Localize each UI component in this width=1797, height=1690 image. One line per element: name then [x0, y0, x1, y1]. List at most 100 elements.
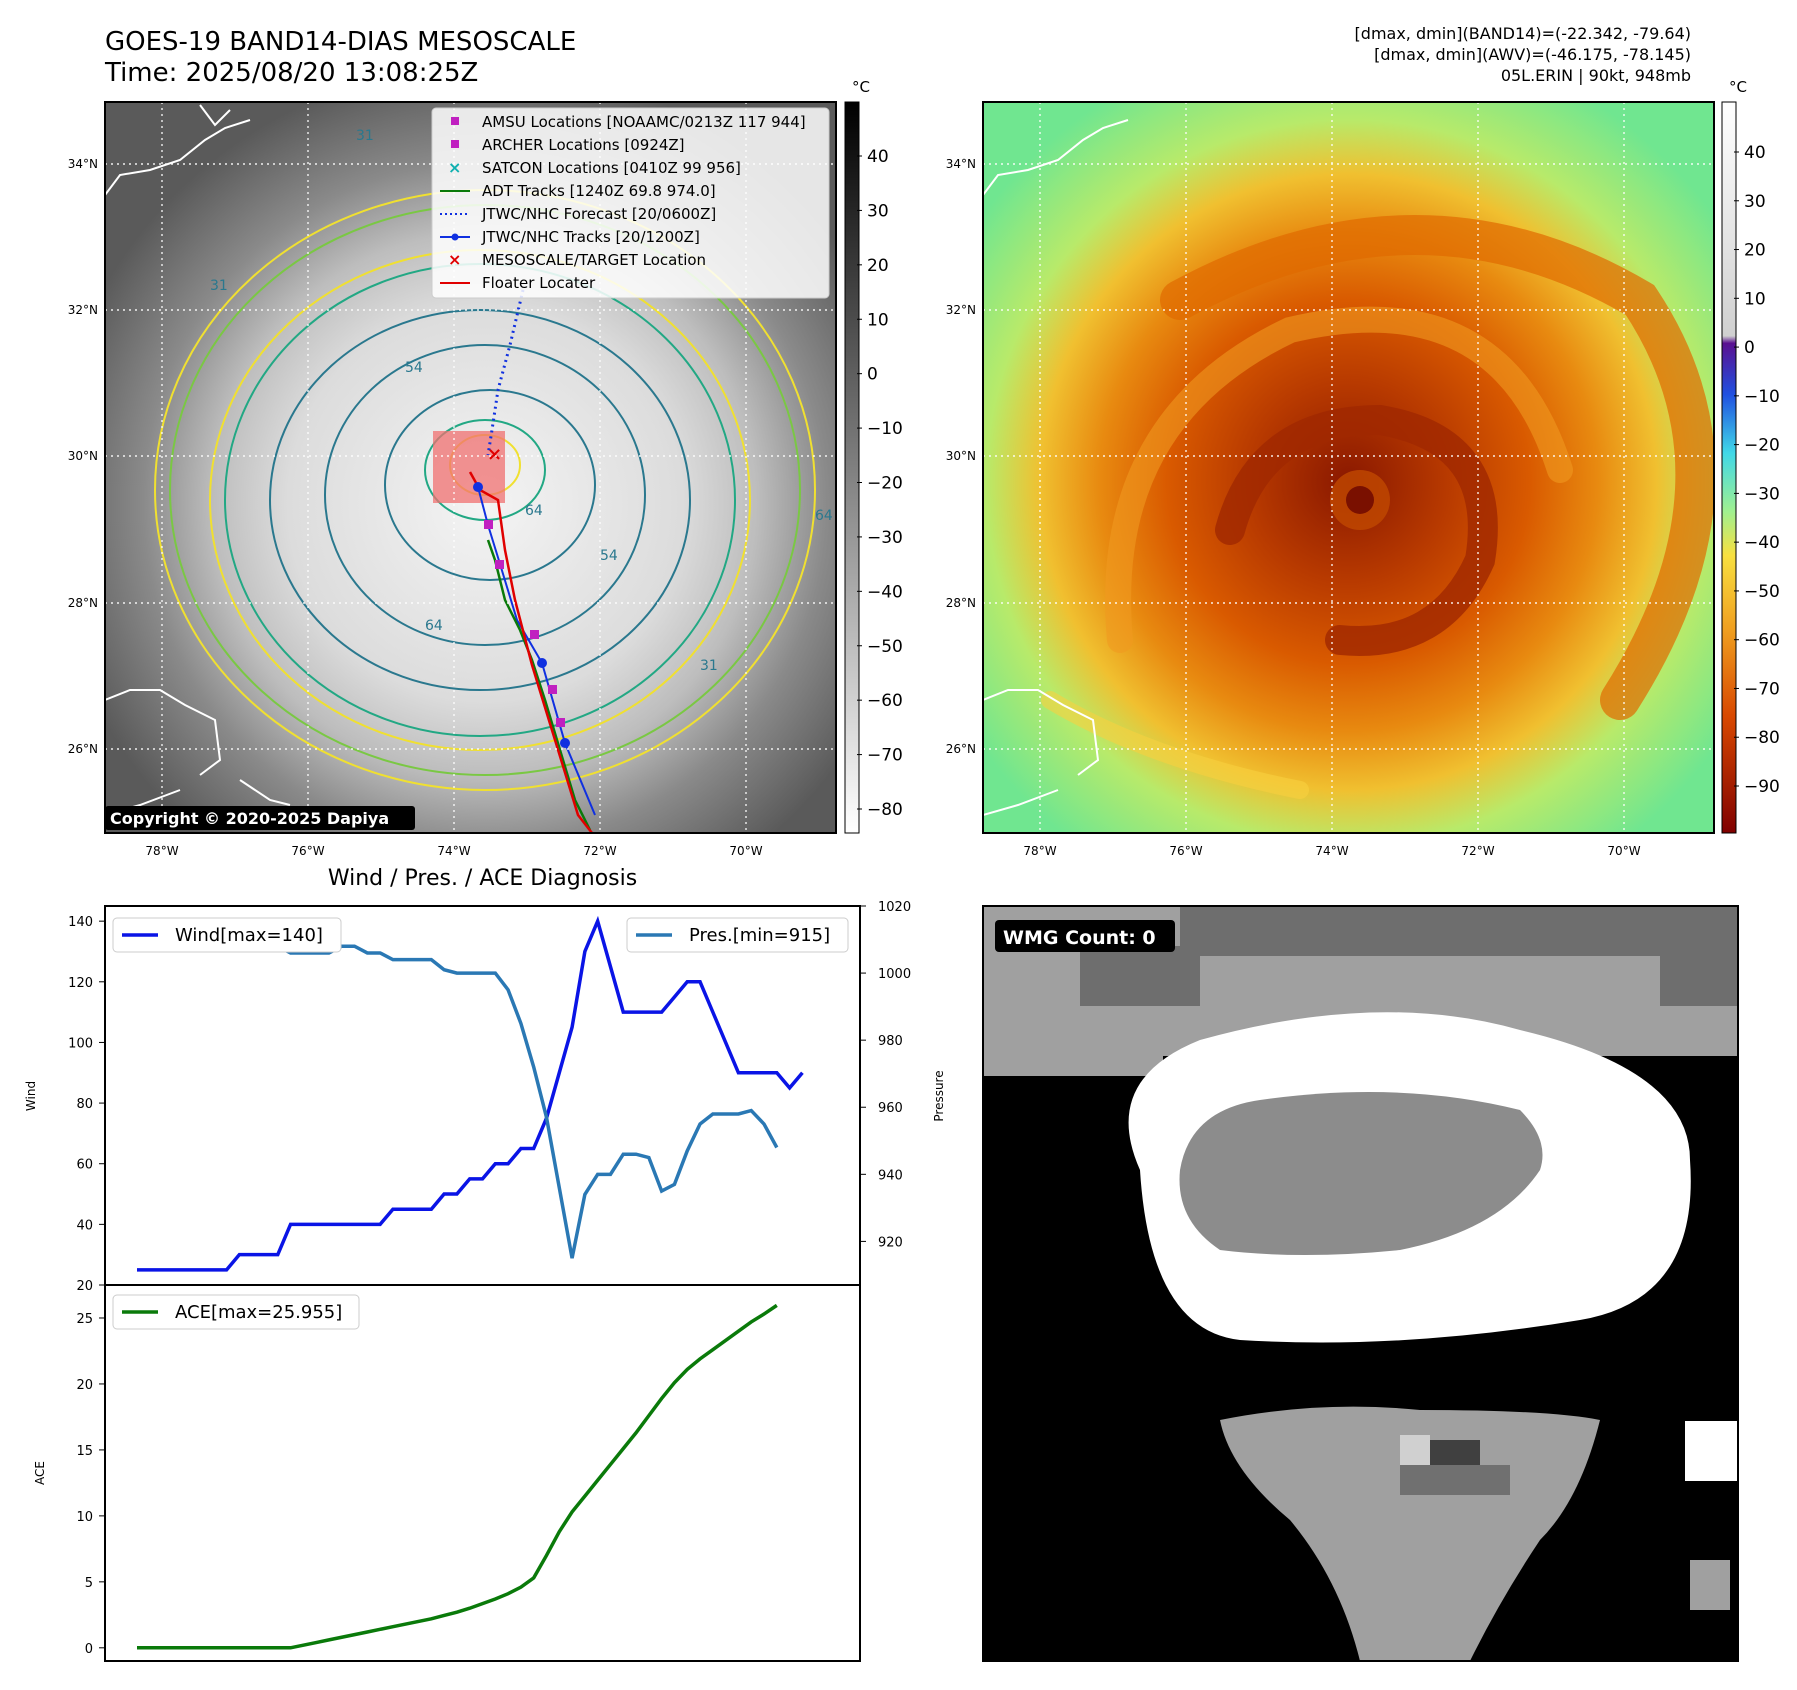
contour-label: 31: [356, 128, 374, 144]
contour-label: 31: [210, 278, 228, 294]
ir-color-map: [982, 101, 1715, 834]
jtwc-track-points: [473, 482, 570, 748]
color-colorbar-tick: −70: [1744, 679, 1780, 699]
lon-tick: 76°W: [291, 844, 324, 858]
legend-label: JTWC/NHC Tracks [20/1200Z]: [481, 228, 700, 246]
map-legend: × × AMSU Locations [NOAAMC/0213Z 117 944…: [431, 107, 830, 299]
diagnosis-title: Wind / Pres. / ACE Diagnosis: [327, 866, 638, 891]
legend-label: Floater Locater: [482, 274, 596, 292]
target-x-marker: ×: [487, 444, 502, 465]
right-map-lon-ticks: 78°W 76°W 74°W 72°W 70°W: [1023, 844, 1640, 858]
pressure-legend-label: Pres.[min=915]: [689, 925, 830, 946]
wind-tick-label: 60: [76, 1158, 93, 1173]
color-colorbar-tick: 40: [1744, 143, 1766, 163]
colorbar-unit: °C: [1729, 78, 1747, 96]
lon-tick: 76°W: [1169, 844, 1202, 858]
left-map-lat-ticks: 34°N 32°N 30°N 28°N 26°N: [68, 157, 98, 756]
lat-tick: 26°N: [946, 742, 976, 756]
gray-colorbar-tick: −50: [867, 637, 903, 657]
lon-tick: 74°W: [1315, 844, 1348, 858]
wmg-panel: WMG Count: 0: [982, 905, 1739, 1662]
square-marker-icon: [451, 117, 459, 125]
gray-colorbar-tick: 40: [867, 147, 889, 167]
color-colorbar-tick: −50: [1744, 582, 1780, 602]
color-colorbar: °C 40 30 20 10 0 −10 −20 −30 −40 −50 −60 −70 −80 −90: [1721, 78, 1780, 834]
lat-tick: 26°N: [68, 742, 98, 756]
stats-awv: [dmax, dmin](AWV)=(-46.175, -78.145): [1374, 45, 1691, 64]
pressure-tick-label: 1000: [878, 967, 911, 982]
gray-colorbar-tick: −40: [867, 582, 903, 602]
legend-label: ARCHER Locations [0924Z]: [482, 136, 685, 154]
gray-colorbar-tick: −70: [867, 746, 903, 766]
ace-axis-label: ACE: [33, 1461, 47, 1485]
gray-colorbar-tick: −60: [867, 691, 903, 711]
lat-tick: 34°N: [946, 157, 976, 171]
wind-axis-label: Wind: [24, 1081, 38, 1111]
storm-info: 05L.ERIN | 90kt, 948mb: [1500, 66, 1691, 85]
gray-colorbar-tick: 20: [867, 256, 889, 276]
ace-tick-label: 25: [76, 1312, 93, 1327]
contour-label: 54: [600, 548, 618, 564]
contour-label: 64: [425, 618, 443, 634]
wmg-count-label: WMG Count: 0: [1003, 927, 1156, 949]
contour-label: 64: [525, 503, 543, 519]
contour-labels: 31 54 64 64 31 54 64 31: [210, 128, 833, 674]
gray-colorbar-tick: −80: [867, 800, 903, 820]
color-colorbar-tick: 10: [1744, 289, 1766, 309]
gray-colorbar-tick: −30: [867, 528, 903, 548]
wind-tick-label: 100: [68, 1036, 93, 1051]
pressure-axis-label: Pressure: [932, 1070, 946, 1121]
lon-tick: 78°W: [145, 844, 178, 858]
gray-colorbar-tick: −10: [867, 419, 903, 439]
pressure-tick-label: 920: [878, 1235, 903, 1250]
ace-tick-label: 5: [85, 1576, 93, 1591]
contour-label: 31: [700, 658, 718, 674]
lat-tick: 32°N: [68, 303, 98, 317]
stats-band14: [dmax, dmin](BAND14)=(-22.342, -79.64): [1354, 24, 1691, 43]
pressure-legend: Pres.[min=915]: [626, 917, 849, 953]
wind-legend-label: Wind[max=140]: [175, 925, 323, 946]
contour-label: 64: [815, 508, 833, 524]
lat-tick: 28°N: [68, 596, 98, 610]
target-box: [433, 431, 505, 503]
lat-tick: 30°N: [946, 449, 976, 463]
gray-colorbar-tick: −20: [867, 474, 903, 494]
jtwc-forecast-track: [486, 289, 525, 456]
gray-colorbar-tick: 30: [867, 201, 889, 221]
color-colorbar-tick: −30: [1744, 484, 1780, 504]
color-colorbar-tick: −90: [1744, 777, 1780, 797]
lat-tick: 32°N: [946, 303, 976, 317]
lon-tick: 72°W: [1461, 844, 1494, 858]
legend-label: JTWC/NHC Forecast [20/0600Z]: [481, 205, 716, 223]
legend-label: ADT Tracks [1240Z 69.8 974.0]: [482, 182, 716, 200]
legend-label: MESOSCALE/TARGET Location: [482, 251, 706, 269]
ace-tick-label: 20: [76, 1378, 93, 1393]
pressure-tick-label: 960: [878, 1101, 903, 1116]
lon-tick: 78°W: [1023, 844, 1056, 858]
wind-series-line: [137, 915, 804, 1272]
wind-tick-label: 20: [76, 1279, 93, 1294]
wind-legend: Wind[max=140]: [112, 917, 342, 953]
color-colorbar-tick: −80: [1744, 728, 1780, 748]
archer-points: [484, 520, 565, 727]
figure-title: GOES-19 BAND14-DIAS MESOSCALE: [105, 27, 577, 57]
color-colorbar-tick: −10: [1744, 387, 1780, 407]
gray-colorbar-tick: 0: [867, 365, 878, 385]
color-colorbar-tick: 30: [1744, 192, 1766, 212]
ace-legend: ACE[max=25.955]: [112, 1294, 360, 1330]
legend-label: AMSU Locations [NOAAMC/0213Z 117 944]: [482, 113, 806, 131]
color-colorbar-tick: 0: [1744, 338, 1755, 358]
ace-series-line: [137, 1303, 778, 1650]
left-map-lon-ticks: 78°W 76°W 74°W 72°W 70°W: [145, 844, 762, 858]
gray-colorbar-tick: 10: [867, 310, 889, 330]
ace-legend-label: ACE[max=25.955]: [175, 1302, 342, 1323]
color-colorbar-tick: 20: [1744, 241, 1766, 261]
pressure-tick-label: 1020: [878, 900, 911, 915]
color-colorbar-tick: −60: [1744, 631, 1780, 651]
adt-track: [486, 539, 592, 831]
pressure-tick-label: 940: [878, 1168, 903, 1183]
wind-tick-label: 140: [68, 915, 93, 930]
wind-tick-label: 40: [76, 1218, 93, 1233]
color-colorbar-tick: −20: [1744, 436, 1780, 456]
